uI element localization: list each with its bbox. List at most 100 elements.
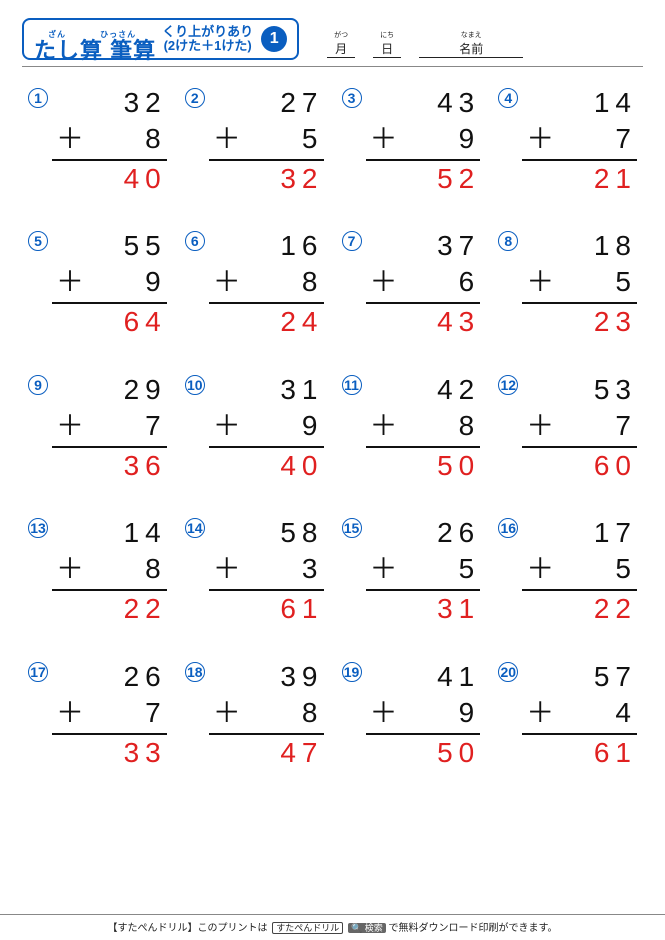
plus-sign: ＋	[366, 695, 398, 731]
problem: 929＋736	[28, 372, 167, 483]
problem: 2057＋461	[498, 659, 637, 770]
addend-bottom: 7	[615, 408, 637, 444]
problem: 1941＋950	[342, 659, 481, 770]
answer: 22	[52, 591, 167, 627]
problem: 737＋643	[342, 228, 481, 339]
calculation: 14＋822	[52, 515, 167, 626]
answer: 50	[366, 735, 481, 771]
title-block: ざんたしひっさん算 筆算 くり上がりあり (2けた＋1けた) 1	[22, 18, 299, 60]
footer-box-brand: すたぺんドリル	[272, 922, 343, 934]
addend-bottom-row: ＋9	[366, 695, 481, 735]
addend-bottom: 9	[459, 695, 481, 731]
addend-top: 39	[209, 659, 324, 695]
answer: 23	[522, 304, 637, 340]
worksheet-number-badge: 1	[261, 26, 287, 52]
addend-bottom-row: ＋5	[522, 264, 637, 304]
plus-sign: ＋	[366, 264, 398, 300]
plus-sign: ＋	[366, 551, 398, 587]
footer-box-search: 🔍 検索	[348, 923, 386, 933]
answer: 36	[52, 448, 167, 484]
calculation: 17＋522	[522, 515, 637, 626]
addend-top: 26	[52, 659, 167, 695]
addend-bottom-row: ＋8	[366, 408, 481, 448]
addend-bottom-row: ＋9	[209, 408, 324, 448]
problem-grid: 132＋840227＋532343＋952414＋721555＋964616＋8…	[22, 85, 643, 770]
addend-bottom-row: ＋8	[52, 551, 167, 591]
subtitle-bottom: (2けた＋1けた)	[162, 39, 253, 53]
calculation: 42＋850	[366, 372, 481, 483]
addend-bottom-row: ＋9	[366, 121, 481, 161]
calculation: 41＋950	[366, 659, 481, 770]
addend-bottom: 8	[145, 121, 167, 157]
addend-top: 53	[522, 372, 637, 408]
addend-bottom: 8	[459, 408, 481, 444]
title-subtitle: くり上がりあり (2けた＋1けた)	[162, 25, 253, 54]
problem-number-circle: 2	[185, 88, 205, 108]
answer: 31	[366, 591, 481, 627]
problem-number-circle: 13	[28, 518, 48, 538]
plus-sign: ＋	[52, 264, 84, 300]
calculation: 37＋643	[366, 228, 481, 339]
addend-top: 58	[209, 515, 324, 551]
field-name: なまえ名前	[419, 30, 523, 58]
answer: 50	[366, 448, 481, 484]
answer: 22	[522, 591, 637, 627]
problem-number-circle: 20	[498, 662, 518, 682]
calculation: 53＋760	[522, 372, 637, 483]
calculation: 27＋532	[209, 85, 324, 196]
field-day: にち日	[373, 30, 401, 58]
addend-bottom-row: ＋7	[52, 695, 167, 735]
answer: 24	[209, 304, 324, 340]
addend-top: 26	[366, 515, 481, 551]
addend-top: 37	[366, 228, 481, 264]
addend-top: 17	[522, 515, 637, 551]
answer: 21	[522, 161, 637, 197]
title-main: ざんたしひっさん算 筆算	[34, 17, 156, 62]
plus-sign: ＋	[209, 695, 241, 731]
problem: 1458＋361	[185, 515, 324, 626]
addend-bottom: 5	[302, 121, 324, 157]
addend-bottom-row: ＋9	[52, 264, 167, 304]
answer: 33	[52, 735, 167, 771]
calculation: 26＋531	[366, 515, 481, 626]
problem-number-circle: 17	[28, 662, 48, 682]
problem-number-circle: 10	[185, 375, 205, 395]
addend-bottom-row: ＋3	[209, 551, 324, 591]
problem: 818＋523	[498, 228, 637, 339]
problem: 132＋840	[28, 85, 167, 196]
addend-bottom: 9	[145, 264, 167, 300]
title-text-a: たし	[34, 40, 80, 62]
footer-suffix: で無料ダウンロード印刷ができます。	[389, 923, 558, 934]
calculation: 14＋721	[522, 85, 637, 196]
addend-top: 32	[52, 85, 167, 121]
problem-number-circle: 9	[28, 375, 48, 395]
plus-sign: ＋	[522, 121, 554, 157]
addend-bottom: 8	[302, 695, 324, 731]
problem-number-circle: 12	[498, 375, 518, 395]
problem: 414＋721	[498, 85, 637, 196]
plus-sign: ＋	[209, 551, 241, 587]
answer: 47	[209, 735, 324, 771]
addend-bottom-row: ＋8	[52, 121, 167, 161]
addend-bottom-row: ＋6	[366, 264, 481, 304]
addend-bottom: 8	[302, 264, 324, 300]
addend-bottom-row: ＋5	[366, 551, 481, 591]
addend-bottom-row: ＋7	[52, 408, 167, 448]
answer: 43	[366, 304, 481, 340]
problem-number-circle: 18	[185, 662, 205, 682]
problem-number-circle: 7	[342, 231, 362, 251]
calculation: 32＋840	[52, 85, 167, 196]
plus-sign: ＋	[209, 264, 241, 300]
problem-number-circle: 1	[28, 88, 48, 108]
addend-top: 55	[52, 228, 167, 264]
addend-bottom-row: ＋7	[522, 408, 637, 448]
addend-bottom: 7	[145, 695, 167, 731]
calculation: 58＋361	[209, 515, 324, 626]
plus-sign: ＋	[52, 695, 84, 731]
problem-number-circle: 8	[498, 231, 518, 251]
addend-bottom: 5	[459, 551, 481, 587]
addend-bottom-row: ＋7	[522, 121, 637, 161]
problem: 1839＋ 8 47	[185, 659, 324, 770]
addend-top: 18	[522, 228, 637, 264]
plus-sign: ＋	[522, 408, 554, 444]
